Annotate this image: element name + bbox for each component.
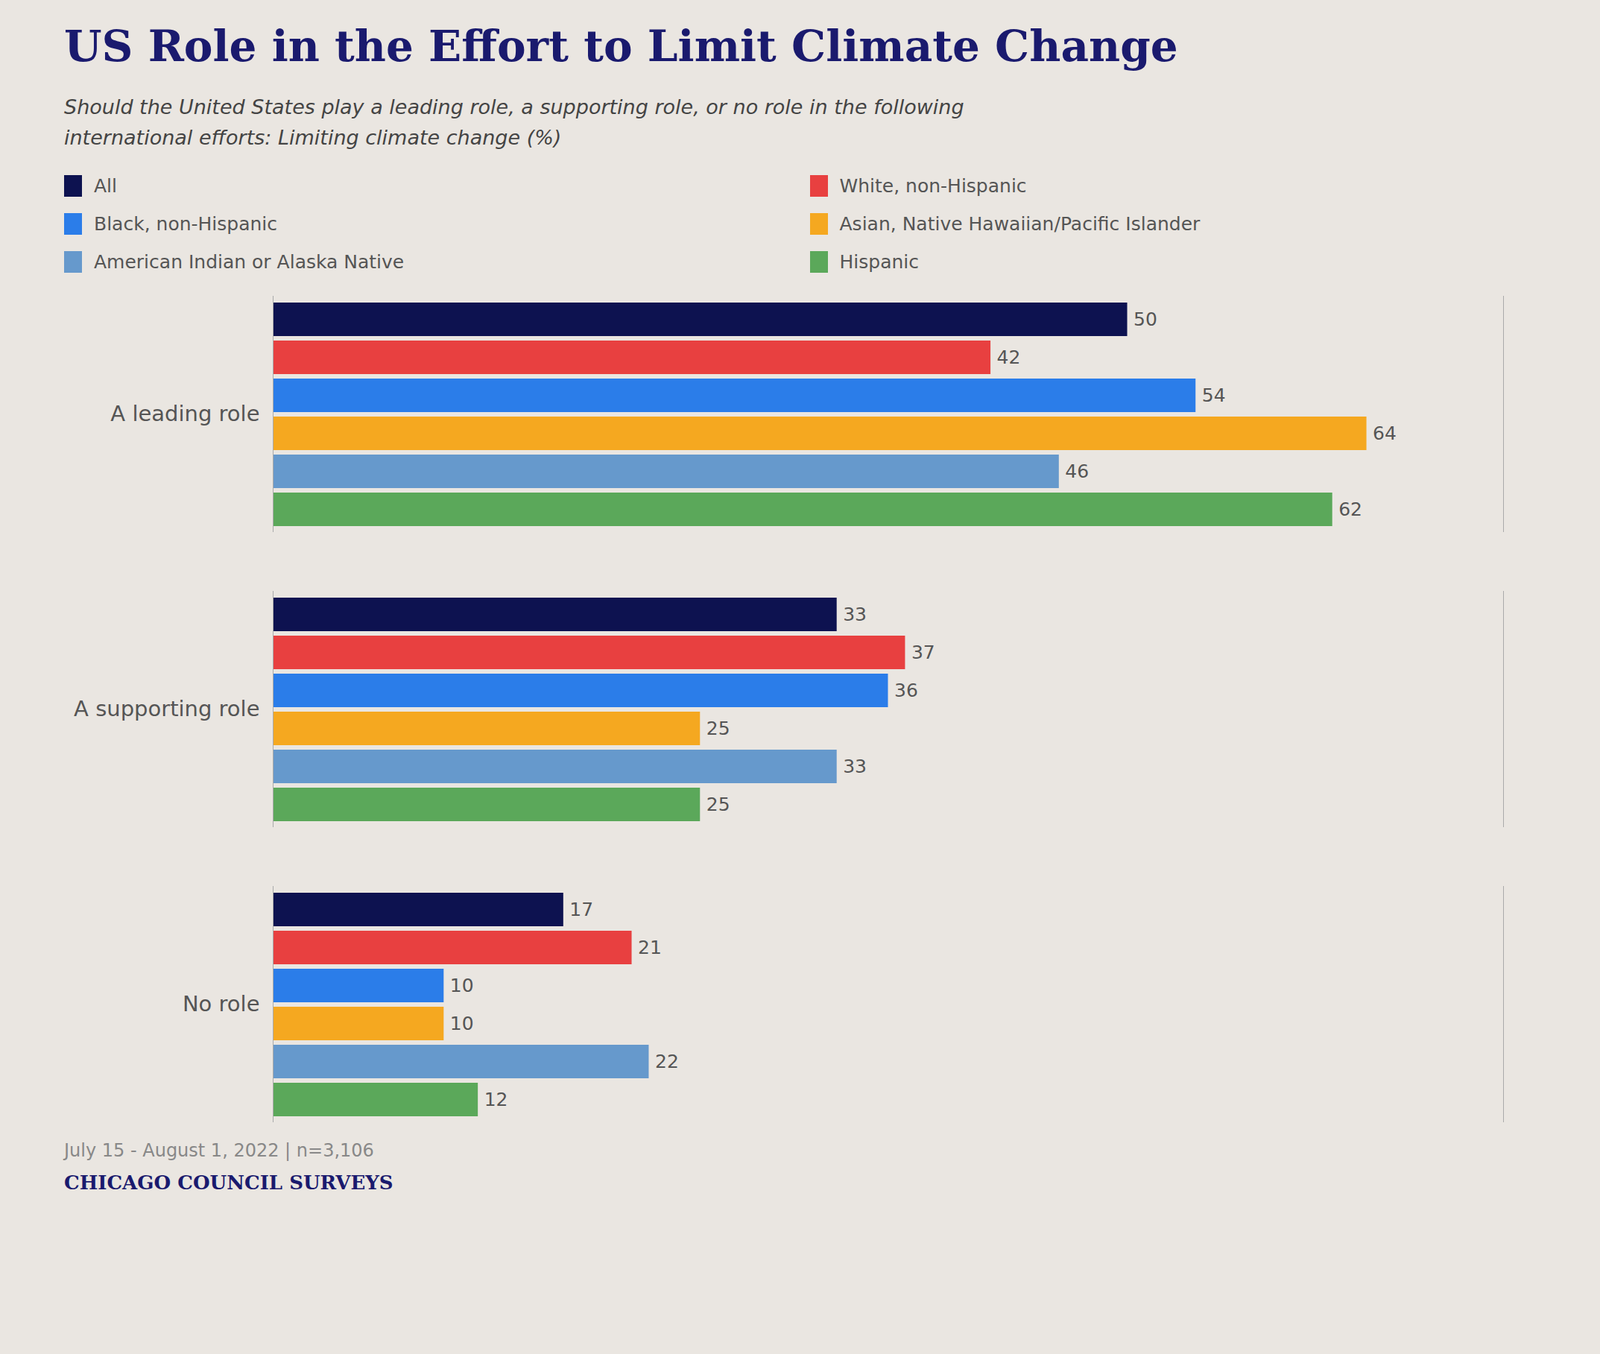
svg-text:No role: No role bbox=[182, 991, 261, 1017]
svg-text:33: 33 bbox=[842, 755, 867, 778]
html-text:White, non-Hispanic: White, non-Hispanic bbox=[839, 175, 1027, 197]
html-text:Hispanic: Hispanic bbox=[839, 251, 919, 273]
svg-text:33: 33 bbox=[842, 603, 867, 626]
html-text:CHICAGO COUNCIL SURVEYS: CHICAGO COUNCIL SURVEYS bbox=[64, 1171, 394, 1194]
svg-text:21: 21 bbox=[637, 936, 662, 959]
svg-text:22: 22 bbox=[655, 1050, 679, 1073]
svg-text:62: 62 bbox=[1338, 498, 1363, 521]
html-text:American Indian or Alaska Nati: American Indian or Alaska Native bbox=[93, 251, 405, 273]
svg-text:42: 42 bbox=[997, 346, 1021, 369]
svg-text:64: 64 bbox=[1372, 422, 1397, 445]
html-text:US Role in the Effort to Limit: US Role in the Effort to Limit Climate C… bbox=[64, 20, 1178, 72]
svg-text:10: 10 bbox=[450, 974, 474, 997]
svg-text:10: 10 bbox=[450, 1012, 474, 1035]
svg-text:A leading role: A leading role bbox=[110, 400, 260, 427]
html-text:July 15 - August 1, 2022 | n=3: July 15 - August 1, 2022 | n=3,106 bbox=[64, 1140, 374, 1162]
svg-text:25: 25 bbox=[706, 793, 731, 816]
svg-text:25: 25 bbox=[706, 717, 731, 740]
svg-text:46: 46 bbox=[1064, 460, 1089, 483]
html-text:Asian, Native Hawaiian/Pacific: Asian, Native Hawaiian/Pacific Islander bbox=[839, 213, 1201, 235]
svg-text:50: 50 bbox=[1133, 308, 1158, 331]
html-text:Should the United States play: Should the United States play a leading … bbox=[64, 95, 964, 149]
svg-text:12: 12 bbox=[484, 1088, 509, 1111]
svg-text:54: 54 bbox=[1202, 384, 1226, 407]
svg-text:37: 37 bbox=[911, 641, 936, 664]
svg-text:17: 17 bbox=[569, 898, 594, 921]
html-text:All: All bbox=[93, 175, 118, 197]
svg-text:36: 36 bbox=[894, 679, 919, 702]
svg-text:A supporting role: A supporting role bbox=[73, 696, 260, 722]
html-text:Black, non-Hispanic: Black, non-Hispanic bbox=[93, 213, 278, 235]
